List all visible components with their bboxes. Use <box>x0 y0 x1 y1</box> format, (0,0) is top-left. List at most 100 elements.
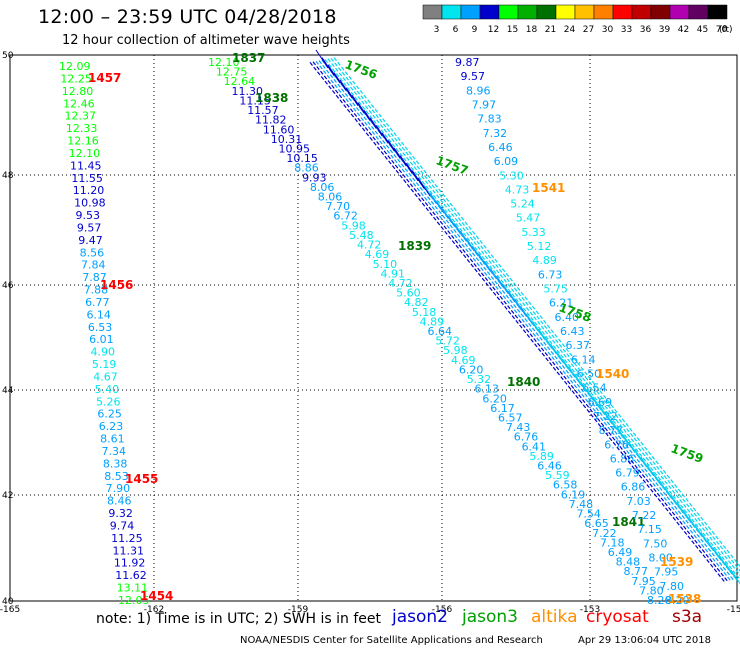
scale-label: 9 <box>472 25 478 35</box>
swh-value: 8.61 <box>100 433 125 446</box>
swh-value: 9.47 <box>78 234 103 247</box>
pass-time-label: 1841 <box>612 515 645 529</box>
swh-value: 6.19 <box>561 488 586 501</box>
swh-value: 8.86 <box>294 162 319 175</box>
scale-label: 12 <box>488 25 499 35</box>
swh-value: 7.22 <box>592 527 617 540</box>
swh-value: 6.40 <box>554 311 579 324</box>
swh-value: 6.76 <box>514 431 539 444</box>
swath-hatch <box>399 155 413 174</box>
swath-hatch <box>556 351 569 370</box>
swath-hatch <box>465 238 479 257</box>
swh-value: 5.60 <box>396 287 421 300</box>
page-subtitle: 12 hour collection of altimeter wave hei… <box>62 33 350 48</box>
swath-hatch <box>375 125 389 144</box>
scale-swatch <box>707 4 728 20</box>
swh-value: 7.03 <box>626 495 651 508</box>
swh-value: 8.96 <box>466 84 491 97</box>
swh-value: 12.10 <box>208 56 240 69</box>
swh-value: 10.15 <box>286 152 318 165</box>
swath-hatch <box>694 524 708 544</box>
swath-hatch <box>688 516 702 536</box>
swath-hatch <box>447 215 461 235</box>
scale-label: 70 <box>716 25 728 35</box>
swh-value: 5.26 <box>96 395 121 408</box>
swath-time-label: 1757 <box>434 153 470 178</box>
swh-value: 11.30 <box>232 85 264 98</box>
swath-hatch <box>670 494 684 513</box>
swh-value: 7.15 <box>637 523 662 536</box>
swh-value: 6.77 <box>85 296 110 309</box>
swh-value: 5.72 <box>435 335 460 348</box>
swath-hatch <box>315 49 329 69</box>
swath-hatch <box>490 268 503 287</box>
credit-line: NOAA/NESDIS Center for Satellite Applica… <box>240 635 543 646</box>
swh-value: 11.92 <box>114 557 146 570</box>
legend-jason3: jason3 <box>462 607 518 627</box>
swh-value: 4.69 <box>451 354 476 367</box>
swh-value: 4.73 <box>505 183 529 196</box>
swh-value: 5.18 <box>412 306 437 319</box>
swh-value: 6.14 <box>86 308 111 321</box>
dense-swath <box>309 49 740 585</box>
swh-value: 7.50 <box>643 537 668 550</box>
swh-value: 5.47 <box>516 212 541 225</box>
swh-value: 4.82 <box>404 296 429 309</box>
swh-value: 11.82 <box>255 114 286 127</box>
swath-hatch <box>700 532 714 551</box>
swh-value: 6.46 <box>537 460 562 473</box>
swath-hatch <box>682 509 696 528</box>
swath-hatch <box>592 396 606 415</box>
swh-value: 5.98 <box>341 219 366 232</box>
legend-jason2: jason2 <box>392 607 448 627</box>
scale-unit: (ft) <box>719 25 733 35</box>
swath-hatch <box>477 253 491 272</box>
swh-value: 7.48 <box>569 498 594 511</box>
scale-label: 3 <box>434 25 440 35</box>
swh-value: 9.93 <box>302 171 327 184</box>
swh-value: 7.18 <box>600 536 625 549</box>
swath-hatch <box>471 245 485 265</box>
lat-tick-label: 44 <box>2 386 14 396</box>
swh-value: 6.57 <box>498 411 523 424</box>
swath-hatch <box>532 321 545 340</box>
swh-value: 5.98 <box>443 344 468 357</box>
swath-hatch <box>640 456 654 476</box>
swh-value: 5.33 <box>521 226 546 239</box>
swath-hatch <box>508 290 521 310</box>
swh-value: 6.23 <box>99 420 124 433</box>
lon-tick-label: -156 <box>432 605 453 615</box>
swh-value: 7.88 <box>84 284 109 297</box>
swath-hatch <box>441 207 455 227</box>
pass-time-label: 1539 <box>660 555 693 569</box>
lat-tick-label: 46 <box>2 281 14 291</box>
swh-value: 10.95 <box>279 142 311 155</box>
swh-value: 7.84 <box>81 259 106 272</box>
swath-hatch <box>405 162 419 182</box>
swh-value: 6.86 <box>621 481 646 494</box>
swath-time-label: 1756 <box>343 57 379 82</box>
swath-hatch <box>676 501 690 521</box>
swh-value: 12.16 <box>67 135 99 148</box>
swh-value: 11.20 <box>73 184 105 197</box>
swath-hatch <box>616 426 630 446</box>
swh-value: 5.59 <box>545 469 570 482</box>
swath-hatch <box>514 298 527 317</box>
swath-hatch <box>634 449 648 468</box>
swath-hatch <box>652 471 666 491</box>
scale-label: 36 <box>640 25 652 35</box>
color-scale-legend: 3 6 9 12 15 18 21 24 27 30 33 36 39 42 45 70(ft) <box>422 4 733 35</box>
scale-label: 42 <box>678 25 689 35</box>
swath-hatch <box>333 72 347 91</box>
swath-hatch <box>483 260 497 280</box>
swh-value: 8.06 <box>318 191 343 204</box>
swh-value: 6.21 <box>549 297 574 310</box>
lat-tick-label: 48 <box>2 171 14 181</box>
swath-hatch <box>562 358 576 378</box>
swath-hatch <box>351 94 365 114</box>
swh-value: 6.65 <box>584 517 609 530</box>
swh-value: 9.87 <box>455 56 480 69</box>
swh-value: 6.25 <box>97 408 122 421</box>
swath-hatch <box>453 223 467 242</box>
